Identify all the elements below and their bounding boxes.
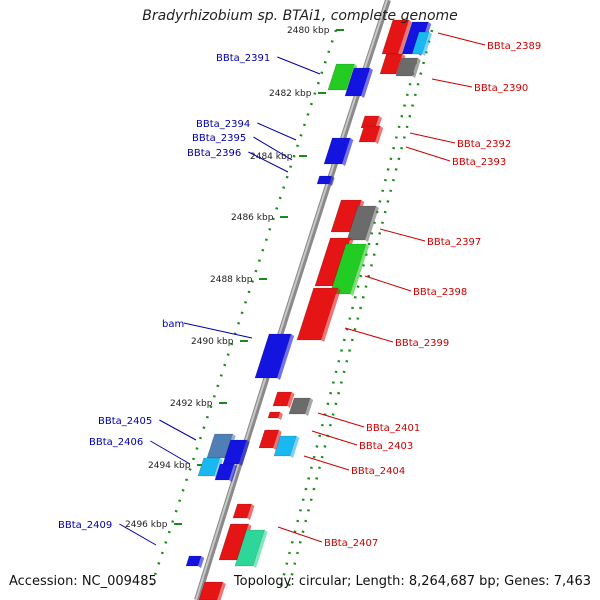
gene-label-left: BBta_2409 bbox=[58, 520, 112, 531]
gene-block-side bbox=[278, 412, 283, 420]
leader-line bbox=[317, 412, 365, 428]
leader-line bbox=[277, 56, 321, 75]
gene-label-right: BBta_2389 bbox=[487, 41, 541, 52]
gene-block-side bbox=[329, 176, 335, 186]
gene-label-right: BBta_2397 bbox=[427, 237, 481, 248]
gene-block-side bbox=[375, 126, 384, 144]
gene-label-right: BBta_2401 bbox=[366, 423, 420, 434]
scale-label: 2480 kbp bbox=[287, 26, 330, 36]
gene-block-side bbox=[290, 436, 300, 458]
gene-block bbox=[267, 411, 281, 419]
scale-label: 2482 kbp bbox=[269, 89, 312, 99]
gene-label-right: BBta_2392 bbox=[457, 139, 511, 150]
gene-label-left: BBta_2405 bbox=[98, 416, 152, 427]
gene-label-left: BBta_2396 bbox=[187, 148, 241, 159]
gene-block-side bbox=[217, 582, 226, 600]
scale-label: 2486 kbp bbox=[231, 213, 274, 223]
gene-label-right: BBta_2407 bbox=[324, 538, 378, 549]
leader-line bbox=[183, 322, 253, 339]
gene-features bbox=[185, 19, 433, 600]
gene-block-side bbox=[198, 556, 205, 568]
gene-label-left: BBta_2394 bbox=[196, 119, 250, 130]
gene-block-side bbox=[214, 458, 223, 478]
leader-line bbox=[150, 440, 191, 465]
gene-label-left: BBta_2391 bbox=[216, 53, 270, 64]
gene-label-left: BBta_2406 bbox=[89, 437, 143, 448]
leader-line bbox=[303, 455, 350, 471]
gene-block-side bbox=[277, 334, 295, 380]
gene-label-right: BBta_2390 bbox=[474, 83, 528, 94]
gene-label-right: BBta_2403 bbox=[359, 441, 413, 452]
scale-label: 2484 kbp bbox=[250, 152, 293, 162]
leader-line bbox=[277, 526, 323, 543]
leader-line bbox=[437, 32, 486, 46]
leader-line bbox=[379, 228, 426, 242]
gene-block-side bbox=[422, 32, 433, 56]
scale-label: 2488 kbp bbox=[210, 275, 253, 285]
gene-block bbox=[316, 175, 332, 185]
leader-line bbox=[431, 78, 473, 88]
leader-line bbox=[344, 327, 394, 343]
gene-block-side bbox=[253, 530, 268, 568]
leader-line bbox=[159, 419, 197, 441]
gene-label-right: BBta_2404 bbox=[351, 466, 405, 477]
leader-line bbox=[253, 136, 293, 161]
gene-block-side bbox=[412, 58, 421, 78]
genome-summary-text: Topology: circular; Length: 8,264,687 bp… bbox=[233, 574, 591, 589]
gene-block-side bbox=[247, 504, 255, 520]
leader-line bbox=[364, 275, 412, 292]
scale-label: 2494 kbp bbox=[148, 461, 191, 471]
leader-line bbox=[257, 122, 297, 141]
gene-label-right: BBta_2399 bbox=[395, 338, 449, 349]
gene-label-right: BBta_2393 bbox=[452, 157, 506, 168]
gene-label-left: bam bbox=[162, 319, 184, 330]
scale-label: 2492 kbp bbox=[170, 399, 213, 409]
gene-block-side bbox=[229, 464, 238, 482]
genome-title: Bradyrhizobium sp. BTAi1, complete genom… bbox=[142, 8, 458, 24]
gene-label-right: BBta_2398 bbox=[413, 287, 467, 298]
gene-block-side bbox=[361, 68, 373, 98]
gene-block-side bbox=[398, 20, 412, 56]
gene-block-side bbox=[239, 440, 250, 466]
gene-block-side bbox=[342, 138, 354, 166]
scale-label: 2496 kbp bbox=[125, 520, 168, 530]
accession-text: Accession: NC_009485 bbox=[9, 574, 157, 589]
leader-line bbox=[405, 146, 451, 162]
gene-block-side bbox=[287, 392, 295, 408]
gene-block-side bbox=[365, 206, 379, 242]
gene-block bbox=[198, 581, 224, 600]
leader-line bbox=[119, 523, 157, 546]
leader-line bbox=[248, 151, 289, 173]
gene-block-side bbox=[305, 398, 314, 416]
leader-line bbox=[409, 132, 456, 144]
gene-block-side bbox=[273, 430, 282, 450]
gene-label-left: BBta_2395 bbox=[192, 133, 246, 144]
scale-label: 2490 kbp bbox=[191, 337, 234, 347]
gene-block-side bbox=[321, 288, 341, 342]
gene-block-side bbox=[350, 244, 369, 296]
leader-line bbox=[311, 430, 358, 446]
